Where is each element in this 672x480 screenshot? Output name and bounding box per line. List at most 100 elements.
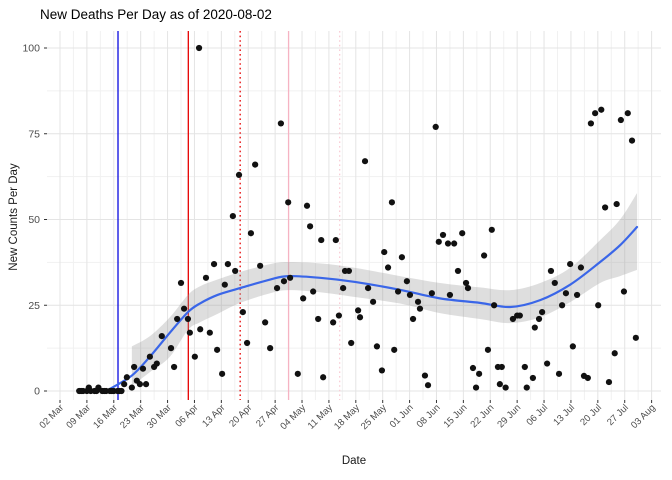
data-point [232,267,239,275]
data-point [229,212,236,220]
data-point [496,381,503,388]
data-point [624,110,631,117]
x-tick-label: 18 May [332,402,362,432]
data-point [252,161,259,168]
data-point [369,298,377,305]
data-point [332,236,339,244]
data-point [446,291,454,299]
data-point [118,387,125,395]
y-tick-label: 0 [34,386,40,398]
data-point [472,384,480,391]
data-point [484,346,492,353]
data-point [632,334,639,341]
data-point [243,339,251,347]
data-point [602,204,609,211]
x-tick-label: 06 Apr [173,402,200,429]
data-point [262,319,269,326]
data-point [195,44,203,52]
data-point [247,230,255,237]
data-point [191,353,198,360]
data-point [611,350,618,357]
data-point [406,291,414,299]
x-tick-label: 27 Apr [254,402,281,429]
x-tick-label: 15 Jun [442,402,470,430]
y-tick-label: 50 [28,214,40,226]
x-tick-label: 13 Apr [200,402,227,429]
x-tick-label: 30 Mar [145,402,174,431]
x-axis-title: Date [341,455,367,467]
data-point [300,295,307,302]
y-axis-title: New Counts Per Day [8,163,20,271]
data-point [355,307,362,314]
data-point [210,260,218,268]
smooth-trend-line [108,225,639,391]
data-point [451,240,458,247]
data-point [598,106,605,113]
data-point [320,374,327,381]
data-point [221,281,228,288]
data-point [285,199,292,206]
data-point [476,370,483,377]
data-point [516,312,523,319]
data-point [340,285,347,292]
data-point [361,158,369,165]
data-point [123,374,130,381]
data-point [136,381,144,388]
data-point [435,238,442,245]
data-point [587,120,595,127]
chart-title: New Deaths Per Day as of 2020-08-02 [40,7,272,22]
data-point [439,231,447,239]
data-point [257,262,264,269]
data-point [186,329,193,336]
data-point [348,339,355,347]
data-point [345,267,352,275]
data-point [555,370,563,377]
data-point [428,290,435,297]
data-point [310,288,317,295]
data-point [294,370,301,377]
x-tick-label: 02 Mar [37,402,66,431]
data-point [330,319,337,326]
data-point [384,264,392,271]
data-point [628,137,636,144]
data-point [569,343,576,350]
data-point [573,291,581,299]
x-tick-label: 20 Jul [578,402,604,428]
data-point [287,274,294,281]
data-point [318,236,325,244]
y-tick-label: 100 [22,43,40,55]
data-point [584,374,591,382]
x-tick-label: 09 Mar [64,402,93,431]
data-point [267,345,274,352]
data-point [592,110,599,117]
data-point [219,370,226,377]
data-point [197,326,204,333]
data-point [277,120,284,127]
data-point [206,329,213,336]
y-tick-label: 25 [28,300,40,312]
data-point [462,279,470,287]
data-point [567,260,574,268]
data-point [303,202,311,209]
data-point [577,264,585,271]
data-point [491,302,498,309]
data-point [128,384,135,391]
data-point [139,365,147,372]
x-tick-label: 22 Jun [468,402,496,430]
data-point [424,382,432,389]
data-point [153,360,160,367]
data-point [432,123,439,130]
data-point [146,353,153,360]
x-tick-label: 25 May [359,402,389,432]
data-point [214,346,221,353]
x-tick-label: 27 Jul [605,402,631,428]
data-point [121,381,128,388]
data-point [170,363,178,371]
data-point [488,226,495,233]
x-tick-label: 11 May [306,402,335,431]
data-point [469,364,477,372]
data-point [444,240,452,247]
data-point [158,333,165,340]
data-point [613,200,620,208]
